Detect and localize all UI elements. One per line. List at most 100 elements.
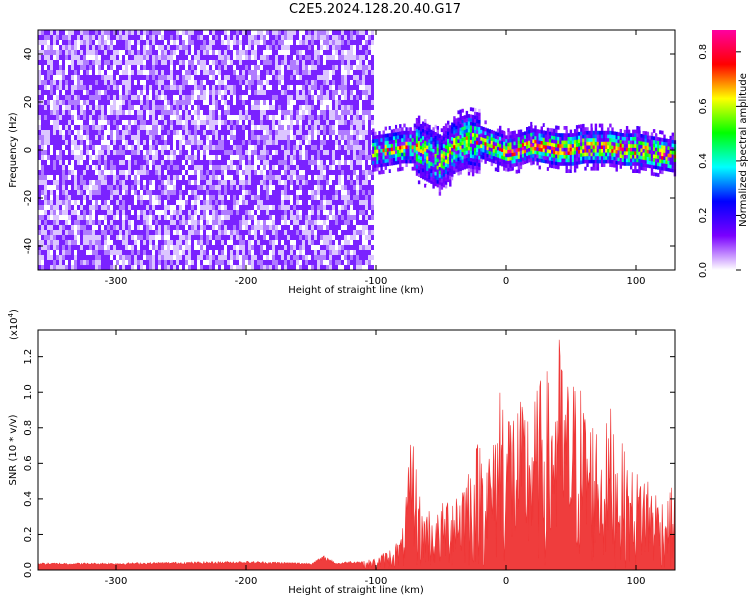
signal-cell bbox=[380, 141, 383, 146]
noise-cell bbox=[125, 30, 128, 35]
noise-cell bbox=[293, 115, 296, 120]
noise-cell bbox=[167, 245, 170, 250]
noise-cell bbox=[65, 55, 68, 60]
noise-cell bbox=[251, 45, 254, 50]
noise-cell bbox=[131, 235, 134, 240]
noise-cell bbox=[131, 115, 134, 120]
noise-cell bbox=[338, 190, 341, 195]
noise-cell bbox=[56, 80, 59, 85]
noise-cell bbox=[230, 235, 233, 240]
noise-cell bbox=[80, 40, 83, 45]
noise-cell bbox=[107, 30, 110, 35]
noise-cell bbox=[347, 265, 350, 270]
noise-cell bbox=[59, 205, 62, 210]
noise-cell bbox=[221, 125, 224, 130]
noise-cell bbox=[263, 185, 266, 190]
noise-cell bbox=[206, 115, 209, 120]
signal-cell bbox=[438, 173, 442, 178]
noise-cell bbox=[56, 135, 59, 140]
noise-cell bbox=[89, 80, 92, 85]
noise-cell bbox=[188, 180, 191, 185]
noise-cell bbox=[203, 105, 206, 110]
noise-cell bbox=[296, 230, 299, 235]
noise-cell bbox=[368, 195, 371, 200]
noise-cell bbox=[89, 35, 92, 40]
noise-cell bbox=[266, 170, 269, 175]
noise-cell bbox=[194, 135, 197, 140]
noise-cell bbox=[320, 120, 323, 125]
noise-cell bbox=[113, 85, 116, 90]
noise-cell bbox=[200, 175, 203, 180]
noise-cell bbox=[209, 120, 212, 125]
noise-cell bbox=[200, 95, 203, 100]
noise-cell bbox=[155, 55, 158, 60]
noise-cell bbox=[197, 30, 200, 35]
noise-cell bbox=[338, 105, 341, 110]
noise-cell bbox=[179, 95, 182, 100]
noise-cell bbox=[212, 35, 215, 40]
noise-cell bbox=[101, 245, 104, 250]
signal-cell bbox=[413, 166, 417, 171]
signal-cell bbox=[434, 142, 437, 147]
noise-cell bbox=[146, 215, 149, 220]
noise-cell bbox=[158, 120, 161, 125]
noise-cell bbox=[212, 70, 215, 75]
noise-cell bbox=[71, 40, 74, 45]
noise-cell bbox=[362, 190, 365, 195]
noise-cell bbox=[128, 75, 131, 80]
noise-cell bbox=[311, 180, 314, 185]
noise-cell bbox=[44, 170, 47, 175]
noise-cell bbox=[86, 70, 89, 75]
noise-cell bbox=[197, 140, 200, 145]
signal-cell bbox=[382, 159, 385, 164]
noise-cell bbox=[347, 145, 350, 150]
noise-cell bbox=[125, 80, 128, 85]
noise-cell bbox=[245, 200, 248, 205]
noise-cell bbox=[236, 80, 239, 85]
signal-cell bbox=[380, 163, 383, 167]
noise-cell bbox=[290, 230, 293, 235]
noise-cell bbox=[44, 265, 47, 270]
noise-cell bbox=[98, 80, 101, 85]
noise-cell bbox=[203, 175, 206, 180]
noise-cell bbox=[263, 250, 266, 255]
noise-cell bbox=[200, 190, 203, 195]
noise-cell bbox=[128, 185, 131, 190]
noise-cell bbox=[368, 190, 371, 195]
noise-cell bbox=[272, 75, 275, 80]
noise-cell bbox=[251, 50, 254, 55]
noise-cell bbox=[269, 70, 272, 75]
noise-cell bbox=[221, 220, 224, 225]
noise-cell bbox=[245, 100, 248, 105]
noise-cell bbox=[329, 225, 332, 230]
noise-cell bbox=[263, 260, 266, 265]
noise-cell bbox=[110, 135, 113, 140]
noise-cell bbox=[188, 215, 191, 220]
noise-cell bbox=[287, 75, 290, 80]
noise-cell bbox=[56, 30, 59, 35]
noise-cell bbox=[299, 65, 302, 70]
noise-cell bbox=[263, 180, 266, 185]
noise-cell bbox=[299, 105, 302, 110]
noise-cell bbox=[158, 225, 161, 230]
noise-cell bbox=[317, 240, 320, 245]
noise-cell bbox=[308, 100, 311, 105]
noise-cell bbox=[176, 210, 179, 215]
signal-cell bbox=[424, 126, 427, 130]
noise-cell bbox=[113, 115, 116, 120]
noise-cell bbox=[281, 90, 284, 95]
noise-cell bbox=[263, 65, 266, 70]
noise-cell bbox=[329, 40, 332, 45]
noise-cell bbox=[89, 115, 92, 120]
noise-cell bbox=[224, 180, 227, 185]
noise-cell bbox=[287, 125, 290, 130]
noise-cell bbox=[47, 150, 50, 155]
noise-cell bbox=[233, 220, 236, 225]
noise-cell bbox=[236, 65, 239, 70]
noise-cell bbox=[287, 110, 290, 115]
noise-cell bbox=[227, 105, 230, 110]
noise-cell bbox=[83, 110, 86, 115]
noise-cell bbox=[128, 140, 131, 145]
noise-cell bbox=[341, 185, 344, 190]
noise-cell bbox=[167, 165, 170, 170]
